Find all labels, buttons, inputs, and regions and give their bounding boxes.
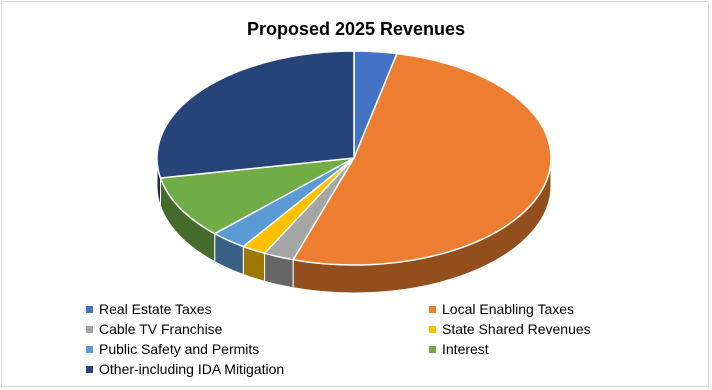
legend-label: State Shared Revenues <box>442 321 591 337</box>
legend-item-cable-tv-franchise: Cable TV Franchise <box>86 321 222 337</box>
legend-item-real-estate-taxes: Real Estate Taxes <box>86 301 212 317</box>
legend-swatch <box>86 365 93 373</box>
legend-label: Real Estate Taxes <box>99 301 212 317</box>
slice-local-enabling-taxes <box>292 52 552 266</box>
legend-item-public-safety-and-permits: Public Safety and Permits <box>86 341 259 357</box>
legend-label: Public Safety and Permits <box>99 341 260 357</box>
legend-swatch <box>429 345 436 353</box>
legend-swatch <box>429 305 436 313</box>
legend-item-local-enabling-taxes: Local Enabling Taxes <box>429 301 574 317</box>
legend-swatch <box>86 305 93 313</box>
legend-label: Interest <box>442 341 489 357</box>
legend-item-interest: Interest <box>429 341 489 357</box>
pie-chart <box>156 50 552 294</box>
legend-item-other-including-ida-mitigation: Other-including IDA Mitigation <box>86 361 284 377</box>
legend-item-state-shared-revenues: State Shared Revenues <box>429 321 591 337</box>
legend-swatch <box>429 325 436 333</box>
chart-title: Proposed 2025 Revenues <box>246 19 466 39</box>
legend-swatch <box>86 325 93 333</box>
slice-other-including-ida-mitigation <box>156 50 355 179</box>
legend-label: Cable TV Franchise <box>99 321 223 337</box>
legend-label: Local Enabling Taxes <box>442 301 575 317</box>
legend-swatch <box>86 345 93 353</box>
slice-interest <box>159 157 355 235</box>
legend-label: Other-including IDA Mitigation <box>99 361 285 377</box>
pie-top <box>156 50 552 266</box>
